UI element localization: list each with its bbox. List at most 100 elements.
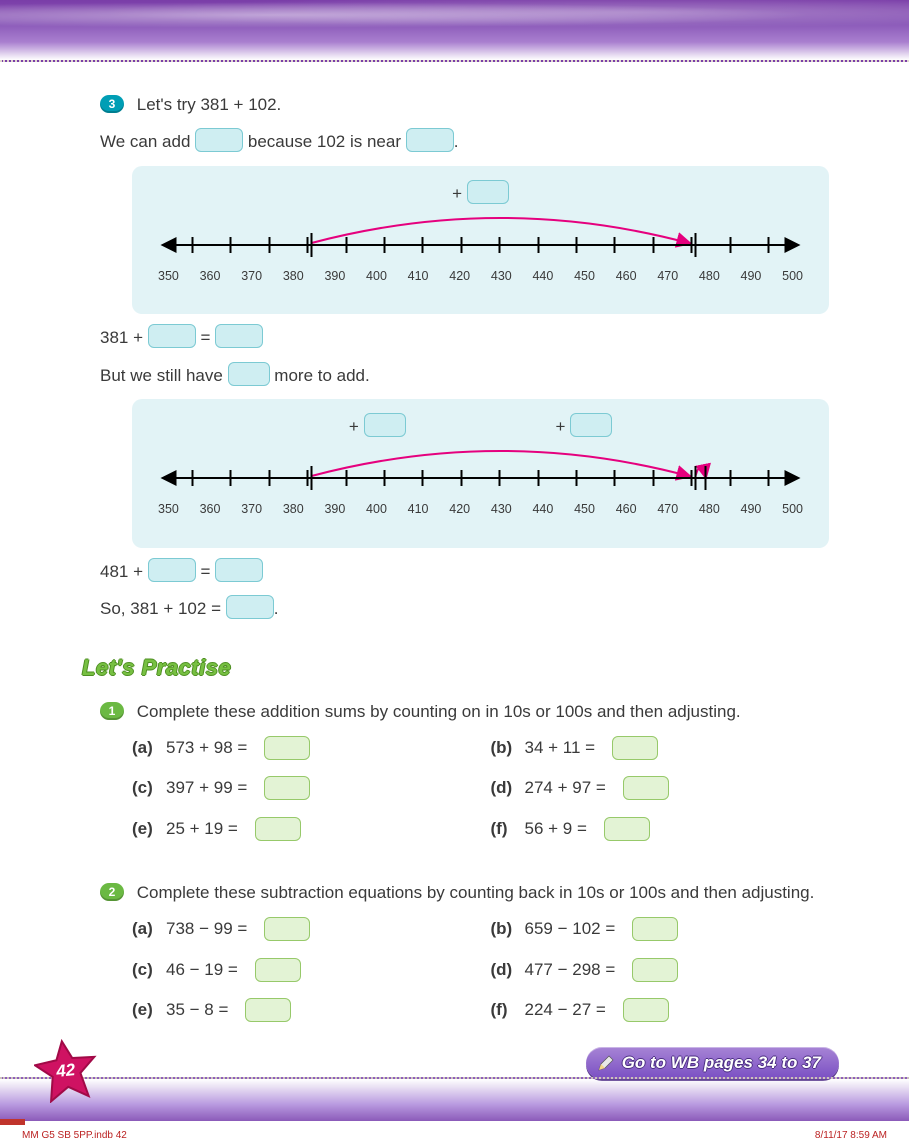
tick-label: 460 [616,267,637,286]
tick-label: 390 [324,500,345,519]
q1-c: (c)397 + 99 = [132,775,471,801]
tick-label: 380 [283,267,304,286]
q1-text: Complete these addition sums by counting… [137,702,741,721]
sub-label: (b) [491,916,519,942]
axis-labels-2: 350 360 370 380 390 400 410 420 430 440 … [148,500,813,519]
blank-input[interactable] [245,998,291,1022]
blank-input[interactable] [226,595,274,619]
blank-input[interactable] [228,362,270,386]
eq3-a: So, 381 + 102 = [100,599,226,618]
blank-input[interactable] [604,817,650,841]
blank-input[interactable] [255,817,301,841]
exercise-3: 3 Let's try 381 + 102. We can add becaus… [100,92,829,623]
sub-expr: 659 − 102 = [525,916,616,942]
wb-button-label: Go to WB pages 34 to 37 [622,1053,821,1072]
line3-b: more to add. [274,366,369,385]
q2-e: (e)35 − 8 = [132,997,471,1023]
eq2-a: 481 + [100,562,148,581]
sub-expr: 56 + 9 = [525,816,587,842]
blank-input[interactable] [255,958,301,982]
blank-input[interactable] [264,917,310,941]
q2-text: Complete these subtraction equations by … [137,883,815,902]
tick-label: 420 [449,500,470,519]
blank-input[interactable] [264,776,310,800]
sub-expr: 274 + 97 = [525,775,606,801]
blank-input[interactable] [148,324,196,348]
blank-input[interactable] [195,128,243,152]
tick-label: 470 [657,267,678,286]
jump-plus-2a: + [349,417,359,436]
blank-input[interactable] [632,917,678,941]
pencil-icon [596,1053,616,1073]
tick-label: 490 [741,500,762,519]
blank-input[interactable] [406,128,454,152]
tick-label: 430 [491,500,512,519]
q2-b: (b)659 − 102 = [491,916,830,942]
q2-d: (d)477 − 298 = [491,957,830,983]
tick-label: 360 [200,500,221,519]
tick-label: 350 [158,267,179,286]
print-footer-left: MM G5 SB 5PP.indb 42 [22,1130,127,1141]
tick-label: 500 [782,500,803,519]
blank-input[interactable] [632,958,678,982]
blank-input[interactable] [215,324,263,348]
sub-expr: 46 − 19 = [166,957,238,983]
heading-lets-practise: Let's Practise [82,651,829,685]
blank-input[interactable] [264,736,310,760]
tick-label: 390 [324,267,345,286]
number-line-2: + + [132,399,829,548]
tick-label: 440 [532,500,553,519]
q1-e: (e)25 + 19 = [132,816,471,842]
margin-mark-bottom [0,1119,25,1125]
ex3-line1-pre: Let's try [137,95,201,114]
blank-input[interactable] [467,180,509,204]
axis-labels-1: 350 360 370 380 390 400 410 420 430 440 … [148,267,813,286]
eq1-b: = [200,328,215,347]
sub-label: (c) [132,775,160,801]
tick-label: 370 [241,500,262,519]
sub-expr: 477 − 298 = [525,957,616,983]
tick-label: 450 [574,500,595,519]
blank-input[interactable] [570,413,612,437]
tick-label: 410 [408,267,429,286]
tick-label: 440 [532,267,553,286]
sub-label: (a) [132,916,160,942]
sub-expr: 738 − 99 = [166,916,247,942]
q1-items: (a)573 + 98 = (b)34 + 11 = (c)397 + 99 =… [132,735,829,842]
tick-label: 350 [158,500,179,519]
q1-d: (d)274 + 97 = [491,775,830,801]
blank-input[interactable] [148,558,196,582]
sub-label: (a) [132,735,160,761]
sub-expr: 34 + 11 = [525,735,596,761]
practise-q2: 2 Complete these subtraction equations b… [100,880,829,1023]
page-number-star: 42 [34,1039,98,1103]
blank-input[interactable] [623,998,669,1022]
header-wave-decor [0,0,909,62]
ex3-line2-b: because 102 is near [248,132,406,151]
print-footer: MM G5 SB 5PP.indb 42 8/11/17 8:59 AM [22,1130,887,1141]
tick-label: 410 [408,500,429,519]
blank-input[interactable] [364,413,406,437]
sub-label: (b) [491,735,519,761]
tick-label: 400 [366,267,387,286]
sub-expr: 573 + 98 = [166,735,247,761]
blank-input[interactable] [623,776,669,800]
jump-plus-1: + [452,184,462,203]
line3-a: But we still have [100,366,228,385]
sub-label: (e) [132,997,160,1023]
tick-label: 480 [699,267,720,286]
blank-input[interactable] [612,736,658,760]
tick-label: 360 [200,267,221,286]
page-number: 42 [31,1036,102,1110]
q2-c: (c)46 − 19 = [132,957,471,983]
tick-label: 370 [241,267,262,286]
practise-q1: 1 Complete these addition sums by counti… [100,699,829,842]
q2-items: (a)738 − 99 = (b)659 − 102 = (c)46 − 19 … [132,916,829,1023]
blank-input[interactable] [215,558,263,582]
eq2-b: = [200,562,215,581]
jump-plus-2b: + [556,417,566,436]
sub-label: (d) [491,775,519,801]
ex3-line2-c: . [454,132,459,151]
go-to-wb-button[interactable]: Go to WB pages 34 to 37 [586,1047,839,1079]
tick-label: 400 [366,500,387,519]
